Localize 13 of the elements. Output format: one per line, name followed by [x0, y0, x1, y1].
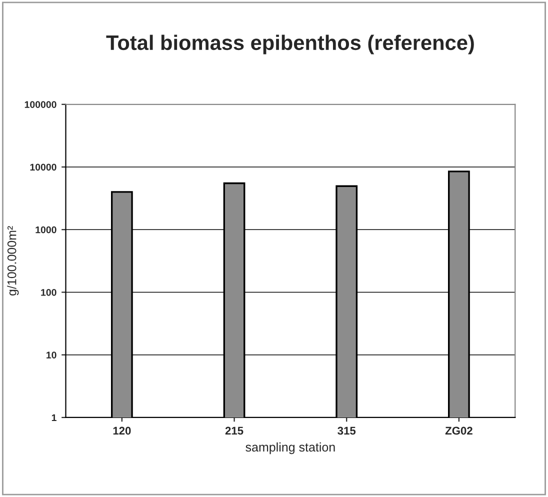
- x-tick-label: 315: [338, 426, 356, 435]
- y-tick-label: 100000: [24, 101, 56, 108]
- y-tick-label: 10000: [30, 164, 56, 171]
- y-axis-title: g/100.000m²: [7, 226, 19, 296]
- y-tick-label: 1: [52, 414, 56, 422]
- x-tick-label: 215: [225, 426, 244, 435]
- x-tick-label: 120: [113, 426, 131, 435]
- y-tick-label: 10: [46, 352, 56, 358]
- y-tick-label: 1000: [36, 226, 56, 234]
- x-axis-title: sampling station: [246, 442, 335, 454]
- chart-title: Total biomass epibenthos (reference): [106, 34, 474, 54]
- y-tick-label: 100: [41, 288, 56, 296]
- x-tick-label: ZG02: [445, 426, 472, 435]
